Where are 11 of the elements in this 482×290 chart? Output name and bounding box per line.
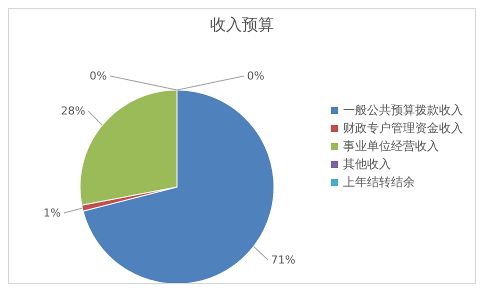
legend-label: 财政专户管理资金收入 bbox=[343, 120, 463, 137]
legend-label: 上年结转结余 bbox=[343, 174, 415, 191]
data-label: 71% bbox=[271, 253, 296, 266]
data-label: 28% bbox=[60, 104, 86, 118]
text: 0% bbox=[90, 70, 107, 82]
legend-label: 事业单位经营收入 bbox=[343, 138, 439, 155]
chart-title: 收入预算 bbox=[209, 15, 275, 36]
text: 0% bbox=[247, 70, 264, 82]
legend-label: 一般公共预算拨款收入 bbox=[343, 102, 463, 119]
legend-label: 其他收入 bbox=[343, 156, 391, 173]
data-label: 1% bbox=[43, 206, 61, 220]
